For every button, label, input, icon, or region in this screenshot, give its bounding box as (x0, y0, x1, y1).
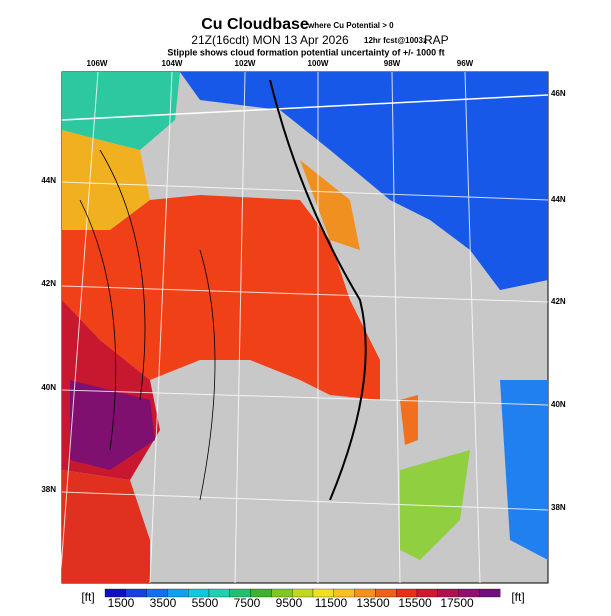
lat-label: 44N (551, 195, 566, 204)
colorbar-label: 13500 (356, 596, 390, 610)
lon-label: 102W (235, 59, 256, 68)
title: Cu Cloudbase (201, 16, 309, 33)
colorbar-label: 15500 (398, 596, 432, 610)
colorbar-label: 7500 (234, 596, 261, 610)
lon-label: 106W (87, 59, 108, 68)
colorbar-label: 9500 (276, 596, 303, 610)
colorbar-label: 11500 (315, 596, 348, 610)
colorbar-label: 1500 (108, 596, 135, 610)
forecast: 12hr fcst@1003z (364, 36, 427, 45)
lat-label: 46N (551, 89, 566, 98)
model: RAP (424, 33, 449, 47)
lat-label: 44N (41, 176, 56, 185)
lon-label: 100W (308, 59, 329, 68)
lat-label: 42N (41, 279, 56, 288)
lon-label: 96W (457, 59, 474, 68)
lat-label: 42N (551, 297, 566, 306)
colorbar-label: 17500 (440, 596, 474, 610)
colorbar-unit: [ft] (81, 590, 94, 604)
map (59, 71, 549, 584)
colorbar-unit: [ft] (511, 590, 524, 604)
colorbar-swatch (479, 588, 501, 598)
valid-time: 21Z(16cdt) MON 13 Apr 2026 (191, 33, 349, 47)
lat-label: 38N (551, 503, 566, 512)
lat-label: 40N (551, 400, 566, 409)
lat-label: 38N (41, 485, 56, 494)
colorbar-label: 5500 (192, 596, 219, 610)
lon-label: 98W (384, 59, 401, 68)
lat-label: 40N (41, 383, 56, 392)
lon-label: 104W (162, 59, 183, 68)
title-note: where Cu Potential > 0 (307, 21, 394, 30)
colorbar-label: 3500 (150, 596, 177, 610)
subtitle: Stipple shows cloud formation potential … (167, 47, 444, 57)
